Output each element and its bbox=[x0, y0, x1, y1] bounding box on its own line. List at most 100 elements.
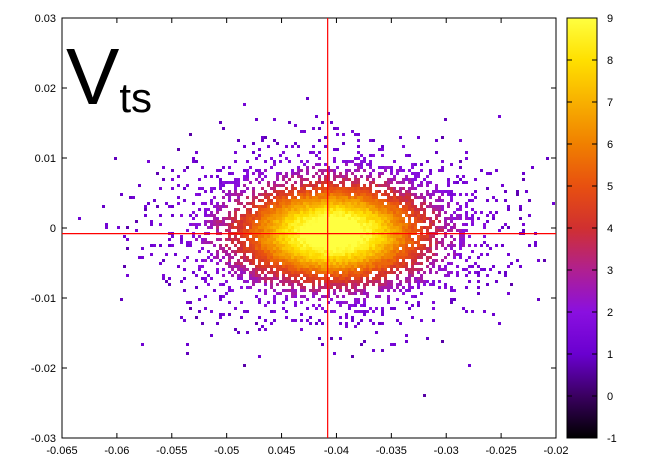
heatmap-cell bbox=[330, 169, 333, 172]
heatmap-cell bbox=[201, 247, 204, 250]
heatmap-cell bbox=[423, 238, 426, 241]
heatmap-cell bbox=[366, 277, 369, 280]
heatmap-cell bbox=[318, 151, 321, 154]
heatmap-cell bbox=[351, 181, 354, 184]
heatmap-cell bbox=[216, 256, 219, 259]
heatmap-cell bbox=[285, 175, 288, 178]
heatmap-cell bbox=[357, 226, 360, 229]
heatmap-cell bbox=[288, 247, 291, 250]
heatmap-cell bbox=[354, 262, 357, 265]
heatmap-cell bbox=[291, 223, 294, 226]
heatmap-cell bbox=[303, 265, 306, 268]
heatmap-cell bbox=[243, 217, 246, 220]
heatmap-cell bbox=[246, 268, 249, 271]
heatmap-cell bbox=[276, 196, 279, 199]
heatmap-cell bbox=[264, 136, 267, 139]
heatmap-cell bbox=[327, 265, 330, 268]
heatmap-cell bbox=[207, 241, 210, 244]
heatmap-cell bbox=[390, 271, 393, 274]
heatmap-cell bbox=[351, 292, 354, 295]
heatmap-cell bbox=[258, 235, 261, 238]
heatmap-cell bbox=[216, 220, 219, 223]
heatmap-cell bbox=[270, 247, 273, 250]
heatmap-cell bbox=[342, 295, 345, 298]
heatmap-cell bbox=[327, 184, 330, 187]
heatmap-cell bbox=[351, 280, 354, 283]
heatmap-cell bbox=[321, 217, 324, 220]
heatmap-cell bbox=[345, 193, 348, 196]
heatmap-cell bbox=[333, 172, 336, 175]
heatmap-cell bbox=[249, 223, 252, 226]
heatmap-cell bbox=[405, 289, 408, 292]
heatmap-cell bbox=[219, 295, 222, 298]
heatmap-cell bbox=[423, 283, 426, 286]
heatmap-cell bbox=[396, 319, 399, 322]
heatmap-cell bbox=[345, 223, 348, 226]
heatmap-cell bbox=[303, 229, 306, 232]
heatmap-cell bbox=[438, 286, 441, 289]
heatmap-cell bbox=[354, 190, 357, 193]
heatmap-cell bbox=[297, 256, 300, 259]
heatmap-cell bbox=[309, 289, 312, 292]
heatmap-cell bbox=[336, 265, 339, 268]
heatmap-cell bbox=[411, 244, 414, 247]
heatmap-cell bbox=[228, 238, 231, 241]
heatmap-cell bbox=[177, 175, 180, 178]
heatmap-cell bbox=[333, 187, 336, 190]
heatmap-cell bbox=[408, 289, 411, 292]
heatmap-cell bbox=[318, 178, 321, 181]
heatmap-cell bbox=[378, 202, 381, 205]
heatmap-cell bbox=[429, 172, 432, 175]
heatmap-cell bbox=[441, 136, 444, 139]
heatmap-cell bbox=[312, 220, 315, 223]
heatmap-cell bbox=[291, 280, 294, 283]
heatmap-cell bbox=[459, 139, 462, 142]
heatmap-cell bbox=[228, 229, 231, 232]
heatmap-cell bbox=[327, 253, 330, 256]
heatmap-cell bbox=[273, 274, 276, 277]
heatmap-cell bbox=[237, 229, 240, 232]
heatmap-cell bbox=[492, 265, 495, 268]
heatmap-cell bbox=[324, 145, 327, 148]
heatmap-cell bbox=[309, 214, 312, 217]
heatmap-cell bbox=[336, 187, 339, 190]
heatmap-cell bbox=[420, 229, 423, 232]
heatmap-cell bbox=[432, 253, 435, 256]
heatmap-cell bbox=[405, 262, 408, 265]
heatmap-cell bbox=[318, 298, 321, 301]
heatmap-cell bbox=[411, 223, 414, 226]
heatmap-cell bbox=[363, 235, 366, 238]
heatmap-cell bbox=[375, 223, 378, 226]
heatmap-cell bbox=[246, 223, 249, 226]
heatmap-cell bbox=[240, 244, 243, 247]
heatmap-cell bbox=[441, 193, 444, 196]
heatmap-cell bbox=[552, 202, 555, 205]
heatmap-cell bbox=[243, 103, 246, 106]
heatmap-cell bbox=[261, 238, 264, 241]
heatmap-cell bbox=[381, 265, 384, 268]
heatmap-cell bbox=[252, 202, 255, 205]
heatmap-cell bbox=[330, 196, 333, 199]
heatmap-cell bbox=[291, 145, 294, 148]
heatmap-cell bbox=[390, 283, 393, 286]
heatmap-cell bbox=[393, 265, 396, 268]
heatmap-cell bbox=[141, 247, 144, 250]
heatmap-cell bbox=[465, 193, 468, 196]
heatmap-cell bbox=[243, 256, 246, 259]
heatmap-cell bbox=[390, 187, 393, 190]
heatmap-cell bbox=[354, 253, 357, 256]
heatmap-cell bbox=[327, 277, 330, 280]
heatmap-cell bbox=[192, 235, 195, 238]
heatmap-cell bbox=[399, 256, 402, 259]
heatmap-cell bbox=[327, 223, 330, 226]
heatmap-cell bbox=[348, 217, 351, 220]
heatmap-cell bbox=[321, 235, 324, 238]
heatmap-cell bbox=[102, 205, 105, 208]
heatmap-cell bbox=[504, 274, 507, 277]
heatmap-cell bbox=[327, 292, 330, 295]
heatmap-cell bbox=[204, 214, 207, 217]
heatmap-cell bbox=[294, 292, 297, 295]
heatmap-cell bbox=[258, 211, 261, 214]
heatmap-cell bbox=[378, 274, 381, 277]
heatmap-cell bbox=[408, 205, 411, 208]
